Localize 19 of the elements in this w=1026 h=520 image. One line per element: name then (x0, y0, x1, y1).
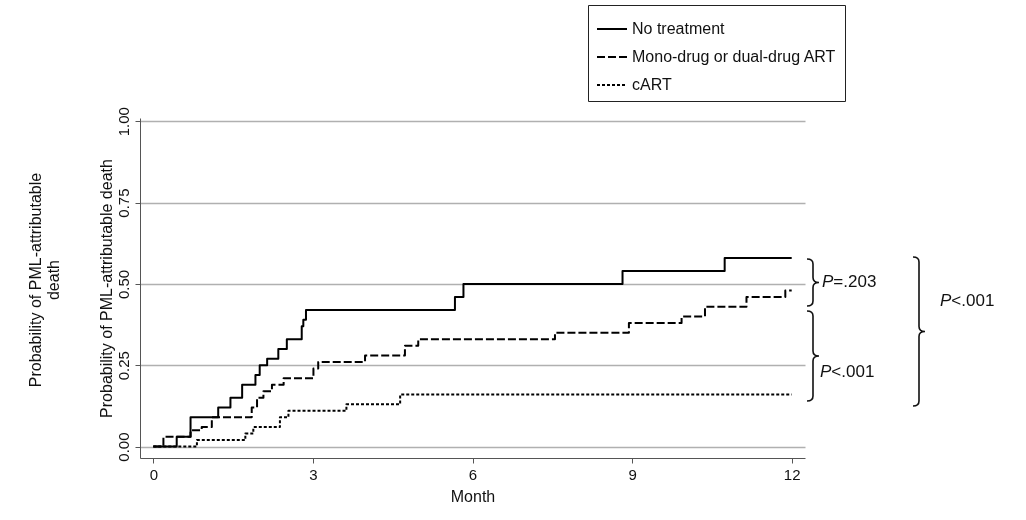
x-tick-label: 9 (628, 465, 637, 483)
y-axis-title: Probability of PML-attributable death (97, 159, 115, 418)
y-tick-label: 0.00 (114, 432, 132, 462)
x-tick-label: 6 (468, 465, 478, 483)
text: P<.001 (940, 291, 995, 311)
y-tick-label: 0.75 (114, 188, 132, 218)
x-axis-title: Month (450, 487, 496, 505)
text: P<.001 (820, 362, 875, 382)
legend-label: Mono-drug or dual-drug ART (632, 48, 836, 65)
x-tick-label: 0 (149, 465, 158, 483)
x-tick-label: 12 (783, 465, 801, 483)
y-tick-label: 0.50 (114, 269, 132, 300)
text: Probability of PML-attributable death (27, 171, 63, 390)
legend-label: cART (632, 76, 672, 93)
y-tick-label: 1.00 (114, 107, 132, 137)
x-tick-label: 3 (309, 465, 318, 483)
legend-label: No treatment (632, 20, 726, 37)
text: P=.203 (822, 272, 877, 292)
y-tick-label: 0.25 (114, 351, 132, 381)
